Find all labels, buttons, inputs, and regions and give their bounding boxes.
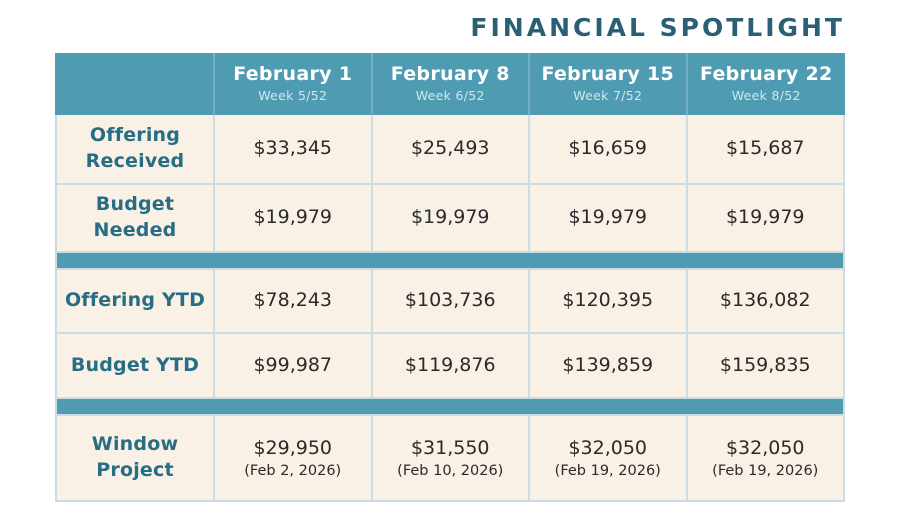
value-amount: $33,345 [253, 137, 333, 160]
value-cell: $16,659 [530, 115, 688, 185]
value-amount: $19,979 [725, 206, 805, 229]
header-date-cell: February 22 Week 8/52 [687, 53, 845, 115]
row-label-cell: Offering YTD [55, 270, 215, 334]
value-cell: $33,345 [215, 115, 373, 185]
header-date-label: February 8 [390, 63, 510, 86]
value-cell: $31,550 (Feb 10, 2026) [372, 416, 530, 502]
value-amount: $99,987 [253, 353, 333, 376]
value-amount: $19,979 [253, 206, 333, 229]
value-amount: $103,736 [404, 289, 496, 312]
value-amount: $32,050 [725, 436, 805, 459]
value-amount: $29,950 [253, 436, 333, 459]
header-date-cell: February 8 Week 6/52 [372, 53, 530, 115]
header-date-cell: February 1 Week 5/52 [215, 53, 373, 115]
value-cell: $159,835 [687, 334, 845, 399]
header-date-label: February 1 [233, 63, 353, 86]
value-cell: $19,979 [687, 185, 845, 253]
value-date: (Feb 10, 2026) [397, 463, 504, 480]
value-cell: $119,876 [372, 334, 530, 399]
value-cell: $120,395 [530, 270, 688, 334]
value-amount: $139,859 [562, 353, 654, 376]
value-amount: $78,243 [253, 289, 333, 312]
value-cell: $136,082 [687, 270, 845, 334]
row-label-cell: Budget YTD [55, 334, 215, 399]
value-date: (Feb 19, 2026) [712, 463, 819, 480]
value-cell: $19,979 [215, 185, 373, 253]
header-week-label: Week 7/52 [573, 87, 643, 103]
value-amount: $25,493 [410, 137, 490, 160]
group-divider [55, 399, 845, 416]
value-cell: $78,243 [215, 270, 373, 334]
value-amount: $19,979 [568, 206, 648, 229]
spotlight-table: February 1 Week 5/52 February 8 Week 6/52 Fe… [55, 53, 845, 502]
group-divider [55, 253, 845, 270]
value-cell: $103,736 [372, 270, 530, 334]
header-corner-cell [55, 53, 215, 115]
value-date: (Feb 19, 2026) [554, 463, 661, 480]
value-amount: $136,082 [719, 289, 811, 312]
value-amount: $31,550 [410, 436, 490, 459]
value-cell: $32,050 (Feb 19, 2026) [687, 416, 845, 502]
value-amount: $16,659 [568, 137, 648, 160]
value-amount: $120,395 [562, 289, 654, 312]
header-date-label: February 22 [699, 63, 833, 86]
value-cell: $99,987 [215, 334, 373, 399]
value-cell: $29,950 (Feb 2, 2026) [215, 416, 373, 502]
value-amount: $15,687 [725, 137, 805, 160]
value-cell: $32,050 (Feb 19, 2026) [530, 416, 688, 502]
value-cell: $19,979 [372, 185, 530, 253]
row-label-cell: Window Project [55, 416, 215, 502]
header-date-cell: February 15 Week 7/52 [530, 53, 688, 115]
value-amount: $159,835 [719, 353, 811, 376]
row-label-cell: Offering Received [55, 115, 215, 185]
value-amount: $19,979 [410, 206, 490, 229]
header-date-label: February 15 [541, 63, 675, 86]
value-cell: $139,859 [530, 334, 688, 399]
page-title: FINANCIAL SPOTLIGHT [470, 13, 845, 42]
value-amount: $119,876 [404, 353, 496, 376]
value-cell: $19,979 [530, 185, 688, 253]
value-cell: $25,493 [372, 115, 530, 185]
value-date: (Feb 2, 2026) [244, 463, 342, 480]
header-week-label: Week 5/52 [258, 87, 328, 103]
value-amount: $32,050 [568, 436, 648, 459]
header-week-label: Week 8/52 [731, 87, 801, 103]
value-cell: $15,687 [687, 115, 845, 185]
header-week-label: Week 6/52 [415, 87, 485, 103]
row-label-cell: Budget Needed [55, 185, 215, 253]
